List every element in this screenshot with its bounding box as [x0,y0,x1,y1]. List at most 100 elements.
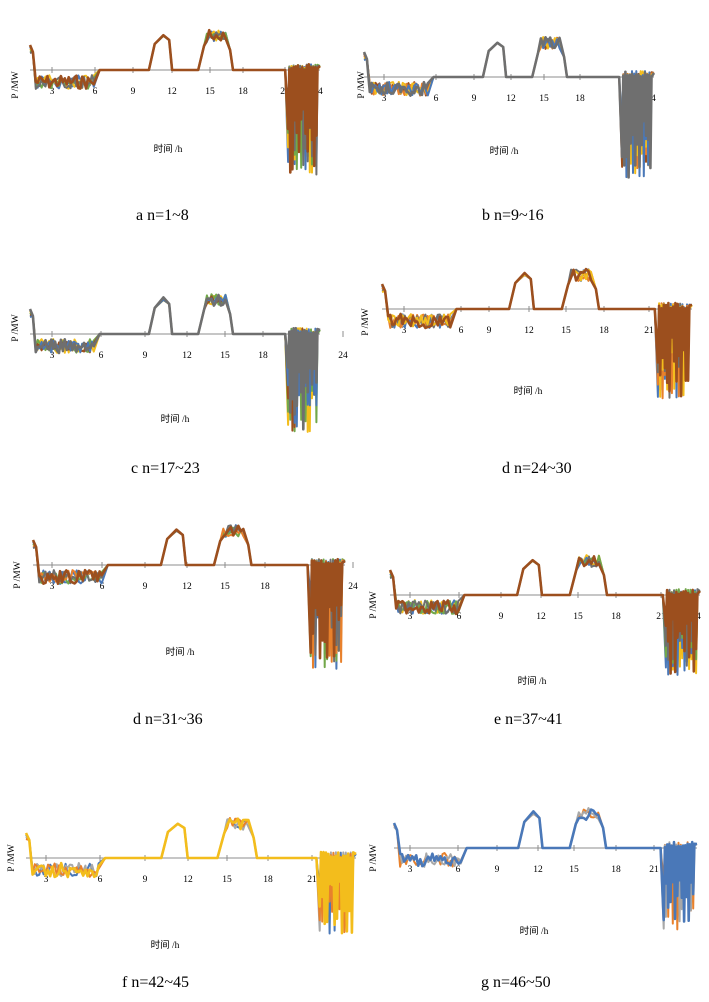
x-tick-label: 18 [575,94,585,104]
series-line-main [388,555,701,675]
x-tick-label: 9 [143,582,148,592]
x-tick-label: 18 [260,582,270,592]
x-tick-label: 9 [499,612,504,622]
caption-f: f n=42~45 [122,974,190,991]
x-axis-label: 时间 /h [154,143,183,155]
x-axis-label: 时间 /h [166,646,195,658]
x-tick-label: 9 [472,94,477,104]
caption-b: b n=9~16 [482,207,544,224]
x-tick-label: 12 [182,582,192,592]
x-tick-label: 9 [487,326,492,336]
caption-c: c n=17~23 [131,460,200,477]
y-axis-label: P /MW [357,71,367,98]
series-line-yellow [29,294,321,433]
x-tick-label: 9 [131,87,136,97]
x-axis-label: 时间 /h [490,145,519,157]
x-tick-label: 21 [649,865,659,875]
x-axis-label: 时间 /h [151,939,180,951]
y-axis-label: P /MW [13,561,23,588]
x-tick-label: 6 [456,865,461,875]
x-tick-label: 21 [656,612,666,622]
caption-a: a n=1~8 [136,207,189,224]
series-line-main [392,808,698,923]
x-tick-label: 15 [205,87,215,97]
chart-panel-d1: 3 6 9 12 15 18 21 24 P /MW 时间 /h d n=24~30 [354,250,708,500]
x-axis-label: 时间 /h [514,385,543,397]
y-axis-label: P /MW [7,844,17,871]
series-line-gray [32,524,346,663]
series-line-main [28,293,321,431]
x-tick-label: 15 [539,94,549,104]
x-tick-label: 15 [220,582,230,592]
x-tick-label: 3 [44,875,49,885]
chart-panel-f: 3 6 9 12 15 18 21 24 P /MW 时间 /h f n=42~45 [0,750,357,1000]
x-tick-label: 3 [50,351,55,361]
x-tick-label: 6 [98,875,103,885]
x-tick-label: 18 [599,326,609,336]
x-tick-label: 24 [338,351,348,361]
chart-panel-b: 3 6 9 12 15 18 21 24 P /MW 时间 /h b n=9~16 [354,0,708,250]
chart-panel-a: 3 6 9 12 15 18 21 24 P /MW 时间 /h a n=1~8 [0,0,354,250]
x-tick-label: 12 [524,326,534,336]
x-axis-label: 时间 /h [161,413,190,425]
caption-d2: d n=31~36 [133,711,203,728]
x-tick-label: 18 [611,865,621,875]
series-line-main [362,36,656,179]
x-tick-label: 15 [222,875,232,885]
x-tick-label: 9 [495,865,500,875]
y-axis-label: P /MW [11,71,21,98]
x-tick-label: 12 [182,351,192,361]
x-tick-label: 6 [457,612,462,622]
x-tick-label: 15 [569,865,579,875]
caption-d1: d n=24~30 [502,460,572,477]
x-tick-label: 3 [50,87,55,97]
x-tick-label: 12 [167,87,177,97]
series-line-brown [29,295,321,432]
chart-panel-e: 3 6 9 12 15 18 21 24 P /MW 时间 /h e n=37~41 [354,500,708,750]
x-tick-label: 12 [533,865,543,875]
x-tick-label: 21 [307,875,317,885]
caption-g: g n=46~50 [481,974,551,991]
chart-panel-c: 3 6 9 12 15 18 21 24 P /MW 时间 /h c n=17~23 [0,250,354,500]
chart-panel-d2: 3 6 9 12 15 18 21 24 P /MW 时间 /h d n=31~36 [0,500,358,750]
x-tick-label: 15 [561,326,571,336]
x-tick-label: 18 [263,875,273,885]
x-tick-label: 3 [382,94,387,104]
x-tick-label: 12 [183,875,193,885]
x-tick-label: 3 [408,612,413,622]
x-tick-label: 3 [50,582,55,592]
y-axis-label: P /MW [369,591,379,618]
y-axis-label: P /MW [361,308,371,335]
x-tick-label: 15 [573,612,583,622]
x-tick-label: 6 [93,87,98,97]
series-line-green [32,526,346,669]
chart-panel-g: 3 6 9 12 15 18 21 24 P /MW 时间 /h g n=46~50 [354,750,708,1000]
series-line-orange [32,527,346,669]
y-axis-label: P /MW [11,314,21,341]
x-axis-label: 时间 /h [518,675,547,687]
y-axis-label: P /MW [369,844,379,871]
x-tick-label: 9 [143,875,148,885]
x-tick-label: 18 [258,351,268,361]
series-line-main [24,817,357,935]
x-tick-label: 15 [220,351,230,361]
x-tick-label: 3 [402,326,407,336]
x-tick-label: 9 [143,351,148,361]
x-tick-label: 21 [644,326,654,336]
x-tick-label: 12 [506,94,516,104]
x-tick-label: 24 [348,582,358,592]
x-tick-label: 6 [434,94,439,104]
x-tick-label: 6 [99,351,104,361]
series-line-main [28,28,321,174]
x-tick-label: 18 [611,612,621,622]
series-line-blue [29,294,321,428]
x-tick-label: 3 [408,865,413,875]
